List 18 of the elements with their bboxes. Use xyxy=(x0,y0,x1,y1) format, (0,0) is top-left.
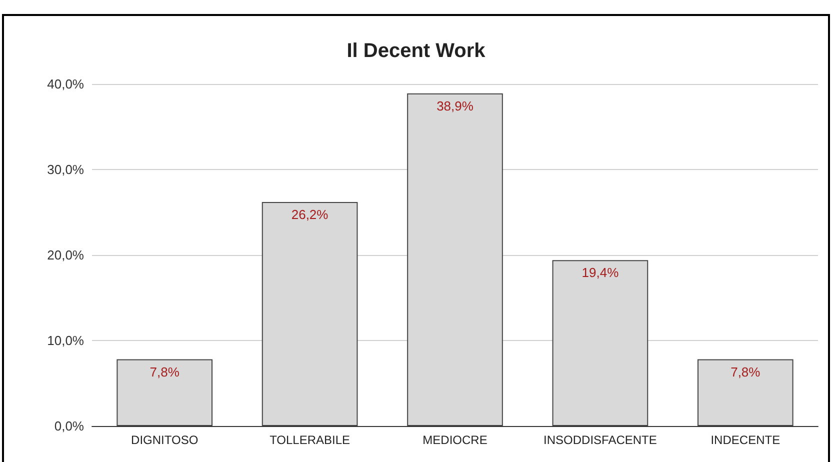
y-tick-label: 0,0% xyxy=(54,418,84,434)
data-label: 7,8% xyxy=(150,364,180,380)
data-label: 38,9% xyxy=(436,98,474,114)
bar xyxy=(697,359,794,426)
x-tick-label: DIGNITOSO xyxy=(131,433,198,447)
x-tick-label: INDECENTE xyxy=(710,433,780,447)
x-tick-label: INSODDISFACENTE xyxy=(544,433,657,447)
y-tick-label: 40,0% xyxy=(47,76,84,92)
y-tick-label: 30,0% xyxy=(47,162,84,177)
y-tick-label: 20,0% xyxy=(47,248,84,262)
data-label: 26,2% xyxy=(291,206,329,222)
chart-title: Il Decent Work xyxy=(346,40,486,62)
data-label: 19,4% xyxy=(582,265,620,280)
y-tick-label: 10,0% xyxy=(47,333,84,348)
bar xyxy=(116,359,213,426)
x-tick-label: MEDIOCRE xyxy=(422,433,488,447)
data-label: 7,8% xyxy=(730,364,761,380)
x-tick-label: TOLLERABILE xyxy=(270,433,350,447)
